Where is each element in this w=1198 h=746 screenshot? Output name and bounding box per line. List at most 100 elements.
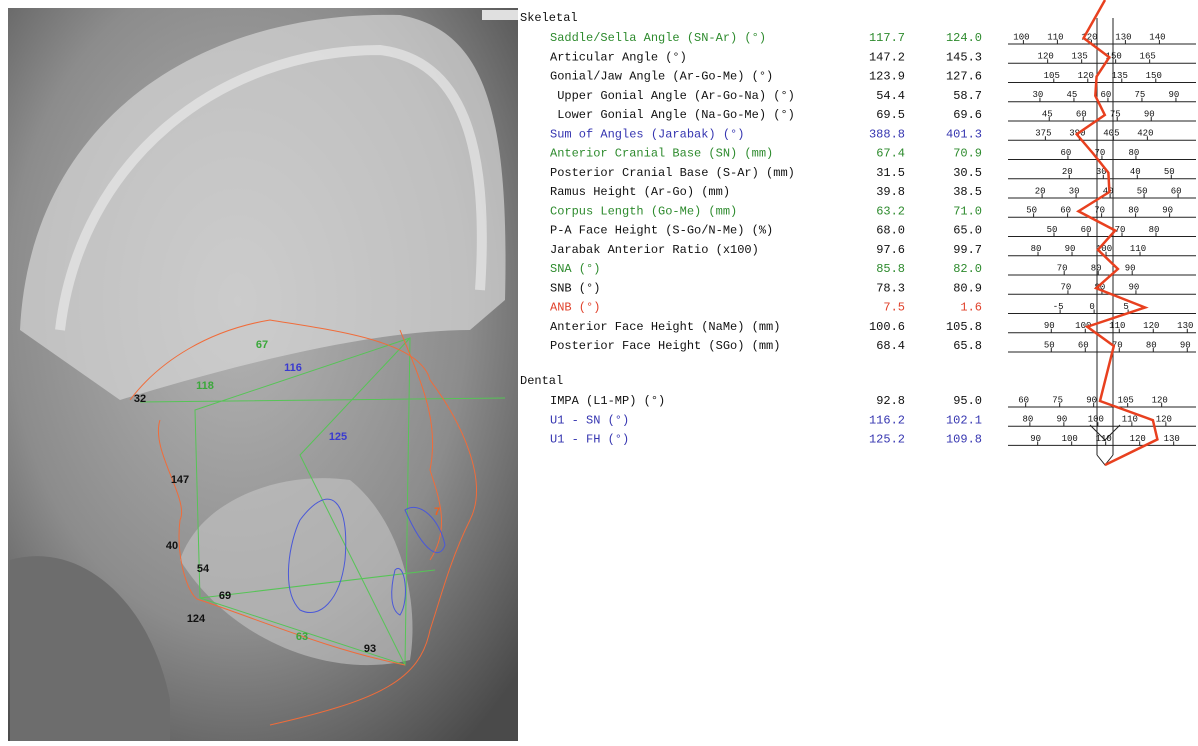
row-name: Posterior Cranial Base (S-Ar) (mm) (550, 166, 795, 180)
scale-tick-label: 45 (1042, 109, 1053, 119)
row-name: Jarabak Anterior Ratio (x100) (550, 243, 759, 257)
row-name: IMPA (L1-MP) (°) (550, 394, 665, 408)
row-name: SNA (°) (550, 262, 600, 276)
scale-tick-label: 45 (1067, 90, 1078, 100)
xray-label: 63 (296, 631, 308, 643)
row-norm: 1.6 (960, 301, 982, 315)
row-norm: 109.8 (946, 433, 982, 447)
row-norm: 99.7 (953, 243, 982, 257)
scale-tick-label: 50 (1047, 225, 1058, 235)
scale-tick-label: 50 (1137, 186, 1148, 196)
row-name: P-A Face Height (S-Go/N-Me) (%) (550, 224, 773, 238)
scale-tick-label: 90 (1162, 206, 1173, 216)
scale-tick-label: 80 (1022, 415, 1033, 425)
row-name: Upper Gonial Angle (Ar-Go-Na) (°) (550, 89, 795, 103)
row-value: 85.8 (876, 262, 905, 276)
row-name: Saddle/Sella Angle (SN-Ar) (°) (550, 31, 766, 45)
row-value: 147.2 (869, 50, 905, 64)
scale-tick-label: 90 (1169, 90, 1180, 100)
scale-tick-label: 50 (1044, 340, 1055, 350)
row-name: Posterior Face Height (SGo) (mm) (550, 339, 780, 353)
row-norm: 95.0 (953, 394, 982, 408)
row-norm: 69.6 (953, 108, 982, 122)
scale-tick-label: 60 (1060, 206, 1071, 216)
row-value: 117.7 (869, 31, 905, 45)
row-norm: 71.0 (953, 204, 982, 218)
row-value: 69.5 (876, 108, 905, 122)
scale-tick-label: 420 (1137, 129, 1153, 139)
row-norm: 70.9 (953, 147, 982, 161)
scale-tick-label: 40 (1130, 167, 1141, 177)
row-value: 116.2 (869, 413, 905, 427)
scale-tick-label: 130 (1177, 321, 1193, 331)
scale-tick-label: 375 (1035, 129, 1051, 139)
scale-tick-label: 80 (1149, 225, 1160, 235)
scale-tick-label: 75 (1110, 109, 1121, 119)
scale-tick-label: 90 (1044, 321, 1055, 331)
scale-tick-label: 100 (1062, 434, 1078, 444)
row-name: Anterior Cranial Base (SN) (mm) (550, 147, 773, 161)
scale-tick-label: 80 (1146, 340, 1157, 350)
scale-tick-label: 90 (1056, 415, 1067, 425)
scale-tick-label: 120 (1152, 395, 1168, 405)
xray-label: 124 (187, 613, 206, 625)
scale-tick-label: 105 (1044, 71, 1060, 81)
row-norm: 65.8 (953, 339, 982, 353)
row-norm: 127.6 (946, 70, 982, 84)
row-norm: 105.8 (946, 320, 982, 334)
xray-label: 32 (134, 393, 146, 405)
row-norm: 401.3 (946, 127, 982, 141)
scale-tick-label: 135 (1072, 52, 1088, 62)
scale-tick-label: 60 (1101, 90, 1112, 100)
scale-tick-label: 90 (1129, 283, 1140, 293)
row-norm: 30.5 (953, 166, 982, 180)
row-value: 63.2 (876, 204, 905, 218)
section-title: Dental (520, 374, 563, 388)
row-value: 388.8 (869, 127, 905, 141)
scale-tick-label: 75 (1135, 90, 1146, 100)
xray-label: 116 (284, 362, 302, 374)
scale-tick-label: 60 (1171, 186, 1182, 196)
scale-tick-label: 80 (1091, 263, 1102, 273)
row-value: 92.8 (876, 394, 905, 408)
xray-label: 118 (196, 380, 214, 392)
xray-image (8, 8, 518, 741)
scale-tick-label: 90 (1144, 109, 1155, 119)
scale-tick-label: 90 (1086, 395, 1097, 405)
row-norm: 80.9 (953, 281, 982, 295)
scale-tick-label: 70 (1061, 283, 1072, 293)
row-name: Sum of Angles (Jarabak) (°) (550, 127, 744, 141)
xray-label: 125 (329, 431, 347, 443)
row-norm: 102.1 (946, 413, 982, 427)
scale-tick-label: 100 (1013, 32, 1029, 42)
scale-tick-label: -5 (1053, 302, 1064, 312)
scale-tick-label: 70 (1094, 206, 1105, 216)
row-name: ANB (°) (550, 301, 600, 315)
scale-tick-label: 140 (1149, 32, 1165, 42)
scale-tick-label: 80 (1031, 244, 1042, 254)
row-name: Articular Angle (°) (550, 50, 687, 64)
xray-label: 40 (166, 540, 178, 552)
section-title: Skeletal (520, 11, 578, 25)
scale-tick-label: 130 (1164, 434, 1180, 444)
scale-tick-label: 165 (1140, 52, 1156, 62)
scale-tick-label: 30 (1033, 90, 1044, 100)
scale-tick-label: 60 (1081, 225, 1092, 235)
scale-tick-label: 120 (1143, 321, 1159, 331)
row-name: Anterior Face Height (NaMe) (mm) (550, 320, 780, 334)
scale-tick-label: 80 (1128, 206, 1139, 216)
scale-tick-label: 90 (1065, 244, 1076, 254)
scale-tick-label: 80 (1129, 148, 1140, 158)
scale-tick-label: 120 (1130, 434, 1146, 444)
row-name: SNB (°) (550, 281, 600, 295)
row-value: 123.9 (869, 70, 905, 84)
scale-tick-label: 5 (1123, 302, 1128, 312)
scale-tick-label: 90 (1180, 340, 1191, 350)
row-name: U1 - SN (°) (550, 413, 629, 427)
scale-tick-label: 60 (1018, 395, 1029, 405)
row-value: 54.4 (876, 89, 905, 103)
scale-tick-label: 120 (1078, 71, 1094, 81)
xray-label: 67 (256, 339, 268, 351)
row-value: 31.5 (876, 166, 905, 180)
scale-tick-label: 120 (1038, 52, 1054, 62)
